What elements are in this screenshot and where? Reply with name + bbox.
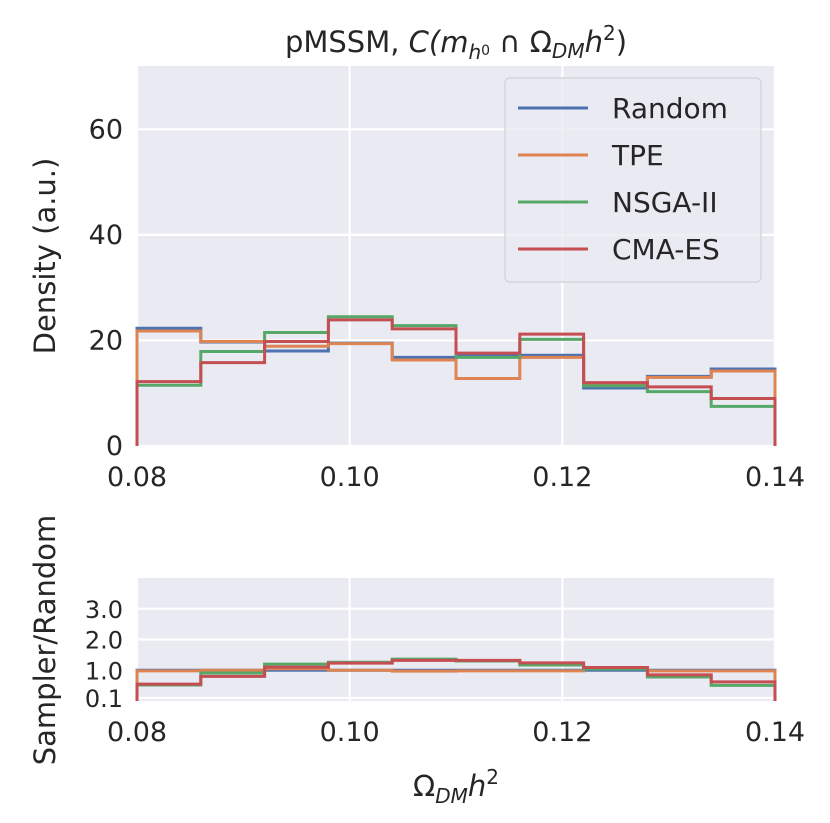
chart-title: pMSSM, C(mh0 ∩ ΩDMh2)	[285, 21, 627, 64]
legend: Random TPE NSGA-II CMA-ES	[504, 77, 762, 283]
y-tick-label: 20	[89, 325, 123, 356]
x-tick-label: 0.14	[745, 717, 805, 748]
x-tick-label: 0.08	[107, 462, 167, 493]
x-axis-label: ΩDMh2	[413, 765, 499, 808]
main-series-group	[135, 315, 777, 446]
main-panel: 0.08 0.10 0.12 0.14 0 20 40 60 pMSSM, C(mh0 ∩ …	[28, 21, 805, 493]
legend-box	[504, 77, 762, 283]
series-line-cma-es	[135, 658, 777, 701]
legend-label: CMA-ES	[612, 233, 720, 266]
y-tick-label: 0.1	[85, 685, 123, 713]
main-y-ticks: 0 20 40 60	[89, 114, 123, 462]
x-tick-label: 0.10	[320, 717, 380, 748]
ratio-y-ticks: 0.11.02.0 3.0	[85, 596, 123, 713]
x-tick-label: 0.08	[107, 717, 167, 748]
y-tick-label: 2.0	[85, 627, 123, 655]
legend-label: NSGA-II	[612, 186, 718, 219]
x-tick-label: 0.12	[532, 717, 592, 748]
y-tick-label: 1.0	[85, 657, 123, 685]
series-line-tpe	[135, 329, 777, 446]
y-tick-label: 3.0	[85, 596, 123, 624]
series-line-cma-es	[135, 318, 777, 446]
legend-items: Random TPE NSGA-II CMA-ES	[518, 92, 728, 266]
ratio-x-ticks: 0.08 0.10 0.12 0.14	[107, 717, 805, 748]
main-y-axis-label: Density (a.u.)	[28, 158, 62, 355]
ratio-y-axis-label: Sampler/Random	[28, 515, 62, 766]
main-x-ticks: 0.08 0.10 0.12 0.14	[107, 462, 805, 493]
y-tick-label: 60	[89, 114, 123, 145]
legend-label: TPE	[611, 139, 664, 172]
x-tick-label: 0.12	[532, 462, 592, 493]
legend-label: Random	[612, 92, 728, 125]
ratio-series-group	[135, 657, 777, 701]
x-tick-label: 0.10	[320, 462, 380, 493]
y-tick-label: 0	[106, 431, 123, 462]
y-tick-label: 40	[89, 220, 123, 251]
ratio-panel: 0.08 0.10 0.12 0.14 0.11.02.0 3.0 Sampler/Ra…	[28, 515, 805, 808]
x-tick-label: 0.14	[745, 462, 805, 493]
